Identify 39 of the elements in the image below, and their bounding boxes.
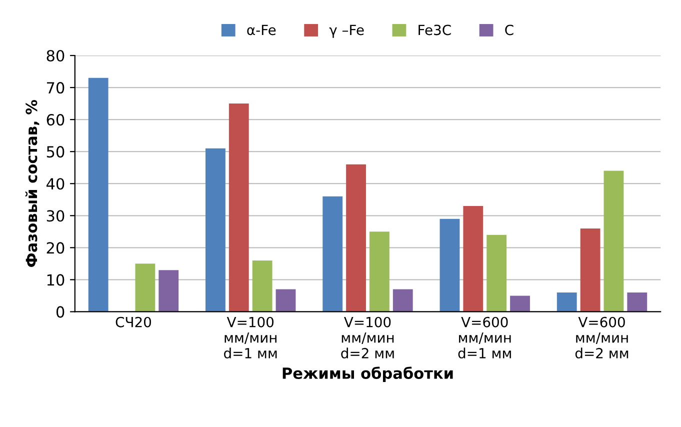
bar: [510, 296, 530, 312]
bar: [88, 78, 108, 312]
y-tick-label: 0: [56, 306, 64, 318]
bar: [392, 289, 413, 312]
y-tick-label: 10: [47, 274, 64, 286]
bar: [440, 218, 460, 312]
bar: [486, 234, 507, 312]
y-tick-label: 80: [46, 50, 64, 62]
y-tick-label: 20: [46, 242, 64, 254]
bar: [252, 260, 272, 312]
legend-label: Fe3C: [418, 24, 451, 36]
y-tick-label: 60: [46, 114, 64, 126]
legend-label: γ –Fe: [329, 24, 364, 38]
x-axis-title: Режимы обработки: [282, 366, 453, 382]
y-tick-label: 50: [46, 146, 64, 158]
bar: [580, 228, 600, 312]
bar: [604, 170, 624, 312]
legend-label: α-Fe: [247, 24, 276, 36]
y-tick-label: 70: [47, 82, 64, 94]
bar: [206, 148, 226, 312]
bar: [556, 292, 577, 312]
bar: [369, 232, 390, 312]
x-tick-label: СЧ20: [116, 316, 151, 328]
y-tick-label: 30: [46, 210, 64, 222]
bar: [158, 270, 179, 312]
bar: [135, 264, 156, 312]
x-tick-label: V=100 мм/мин d=1 мм: [224, 316, 277, 358]
bar: [627, 292, 648, 312]
x-tick-label: V=600 мм/мин d=1 мм: [458, 316, 511, 358]
bar: [346, 164, 366, 312]
x-tick-label: V=600 мм/мин d=2 мм: [575, 316, 628, 358]
x-tick-label: V=100 мм/мин d=2 мм: [341, 316, 394, 358]
bar: [463, 206, 484, 312]
legend-label: C: [505, 24, 514, 36]
bar: [228, 104, 249, 312]
y-axis-title: Фазовый состав, %: [25, 100, 40, 267]
y-tick-label: 40: [46, 178, 64, 190]
bar: [276, 289, 296, 312]
bar: [322, 196, 343, 312]
